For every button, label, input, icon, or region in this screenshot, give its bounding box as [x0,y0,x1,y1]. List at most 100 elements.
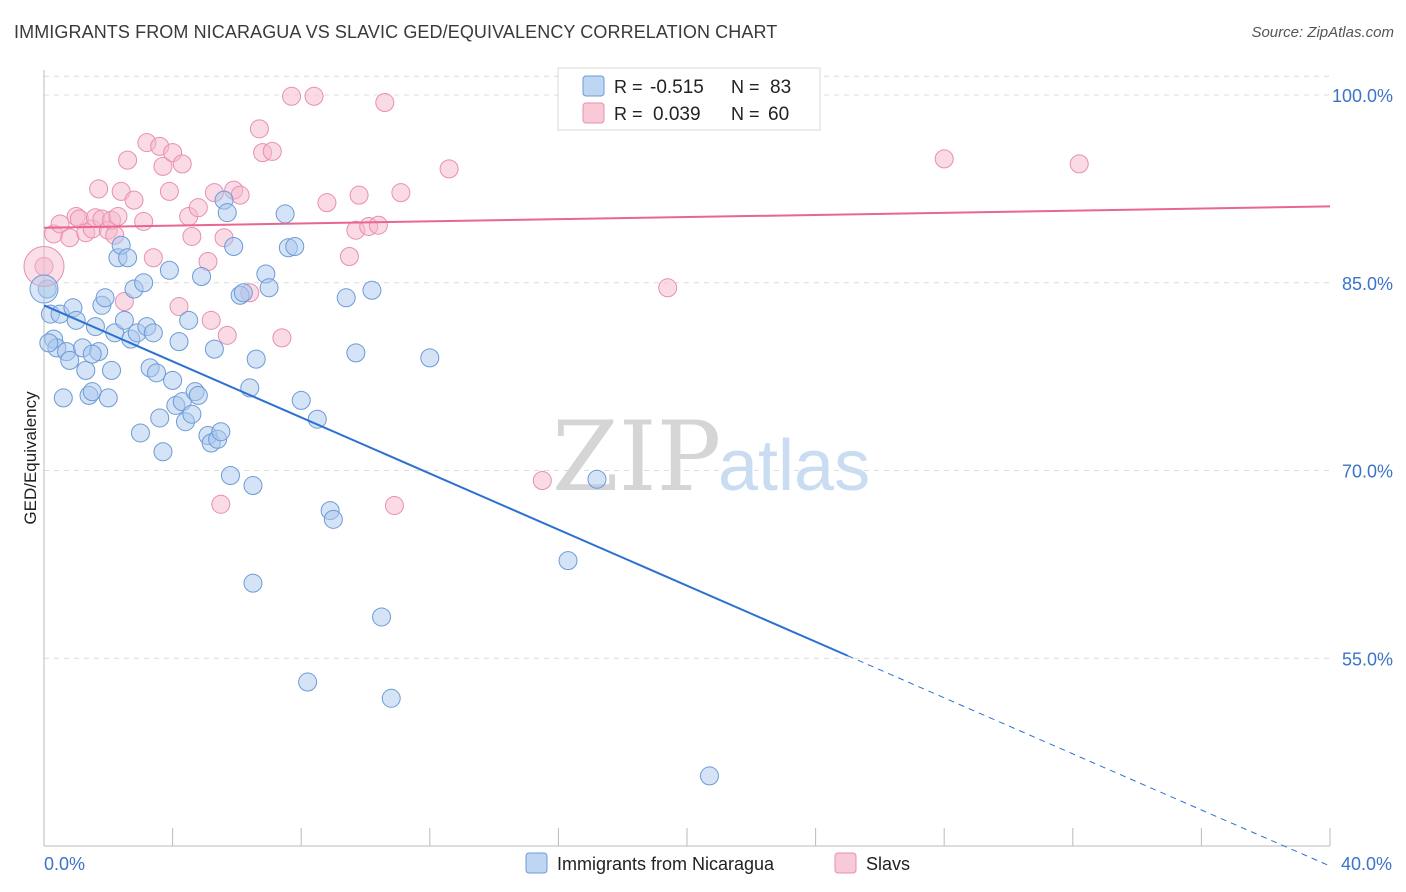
slavs-point [143,248,163,268]
y-tick-label: 55.0% [1342,649,1393,669]
slavs-point [211,494,231,514]
watermark-zip: ZIP [552,401,721,513]
nicaragua-point [82,382,102,402]
slavs-point [60,228,80,248]
nicaragua-point [362,280,382,300]
legend-r-label-slavs: R = [614,104,643,124]
nicaragua-point [307,409,327,429]
legend-box: R = -0.515 N = 83 R = 0.039 N = 60 [557,67,821,131]
y-axis-label: GED/Equivalency [21,391,40,525]
nicaragua-point [169,332,189,352]
slavs-point [108,206,128,226]
bottom-legend-swatch-slavs [834,852,857,874]
slavs-point [368,215,388,235]
slavs-point [349,185,369,205]
slavs-point [532,471,552,491]
legend-r-value-slavs: 0.039 [653,104,701,125]
nicaragua-trend-extension [847,655,1331,867]
nicaragua-point [143,323,163,343]
slavs-point [391,183,411,203]
slavs-point [375,93,395,113]
nicaragua-point [558,551,578,571]
slavs-point-large [23,246,65,288]
nicaragua-point [233,283,253,303]
nicaragua-point [85,317,105,337]
legend-swatch-nicaragua [582,75,605,97]
slavs-point [188,198,208,218]
nicaragua-point [381,688,401,708]
chart-title: IMMIGRANTS FROM NICARAGUA VS SLAVIC GED/… [14,22,778,42]
nicaragua-point [336,288,356,308]
nicaragua-point [153,442,173,462]
y-tick-label: 100.0% [1332,86,1393,106]
nicaragua-point [275,204,295,224]
slavs-point [282,86,302,106]
nicaragua-point [53,388,73,408]
bottom-legend-label-slavs: Slavs [866,854,910,874]
nicaragua-point [243,573,263,593]
slavs-point [934,149,954,169]
nicaragua-point [159,260,179,280]
nicaragua-point [98,388,118,408]
bottom-legend-swatch-nicaragua [525,852,548,874]
nicaragua-point [246,349,266,369]
slavs-point [159,181,179,201]
slavs-point [114,292,134,312]
slavs-point [172,154,192,174]
slavs-point [1069,154,1089,174]
slavs-trend-line [43,205,1331,229]
trend-lines [43,205,1331,867]
data-points [23,86,1089,786]
legend-r-label-nicaragua: R = [614,77,643,97]
slavs-point [230,185,250,205]
nicaragua-point [114,310,134,330]
legend-swatch-slavs [582,102,605,124]
nicaragua-point [60,350,80,370]
slavs-point [118,150,138,170]
slavs-point [304,86,324,106]
y-tick-label: 70.0% [1342,462,1393,482]
nicaragua-point [372,607,392,627]
nicaragua-point [243,476,263,496]
slavs-point [339,246,359,266]
nicaragua-point [285,236,305,256]
slavs-point [124,190,144,210]
nicaragua-point [188,385,208,405]
slavs-point [153,156,173,176]
nicaragua-point [420,348,440,368]
nicaragua-point [587,469,607,489]
bottom-legend-label-nicaragua: Immigrants from Nicaragua [557,854,775,874]
nicaragua-point [150,408,170,428]
y-tick-labels: 55.0% 70.0% 85.0% 100.0% [1332,86,1393,669]
slavs-point [201,310,221,330]
x-tick-label-max: 40.0% [1341,854,1392,874]
legend-r-value-nicaragua: -0.515 [650,77,704,98]
watermark: ZIP atlas [552,401,870,513]
watermark-atlas: atlas [718,426,870,506]
slavs-point [249,119,269,139]
nicaragua-point [204,339,224,359]
nicaragua-point [182,404,202,424]
nicaragua-point [192,267,212,287]
nicaragua-point [346,343,366,363]
x-ticks [43,828,1331,846]
source-label: Source: ZipAtlas.com [1251,24,1394,41]
slavs-point [89,179,109,199]
slavs-point [658,278,678,298]
nicaragua-point [163,370,183,390]
bottom-legend: Immigrants from Nicaragua Slavs [525,852,910,874]
slavs-point [384,496,404,516]
nicaragua-point [323,509,343,529]
nicaragua-point [259,278,279,298]
legend-n-value-nicaragua: 83 [770,77,791,98]
slavs-point [317,193,337,213]
nicaragua-point [134,273,154,293]
legend-n-label-slavs: N = [731,104,760,124]
nicaragua-point [102,360,122,380]
nicaragua-point [298,672,318,692]
slavs-point [182,226,202,246]
nicaragua-point [291,390,311,410]
nicaragua-point [118,248,138,268]
nicaragua-point [217,203,237,223]
